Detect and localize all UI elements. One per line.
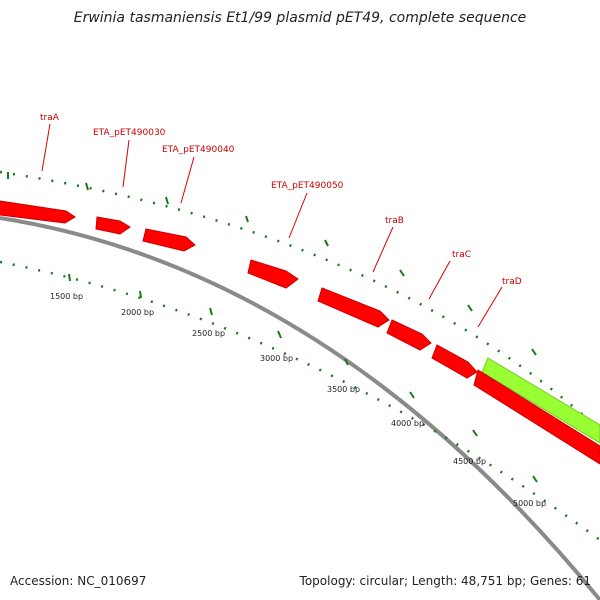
gene-label-eta-pet490050: ETA_pET490050 (271, 181, 344, 191)
gene-arrow-traa[interactable] (0, 200, 76, 224)
outer-scale-ring (0, 170, 600, 431)
gene-leader-lines (41, 123, 503, 328)
inner-major-tick (277, 330, 282, 339)
outer-major-tick (165, 196, 169, 205)
bp-tick-label: 1500 bp (50, 292, 83, 301)
outer-major-tick (531, 348, 537, 356)
accession-text: Accession: NC_010697 (10, 574, 147, 588)
leader-line-trab (372, 226, 394, 273)
map-title: Erwinia tasmaniensis Et1/99 plasmid pET4… (73, 10, 527, 26)
inner-major-tick (68, 273, 71, 282)
gene-arrow-next[interactable] (473, 369, 600, 465)
bp-tick-label: 5000 bp (513, 499, 546, 508)
outer-major-tick (245, 215, 249, 223)
gene-arrow-eta-pet490030[interactable] (95, 216, 131, 235)
gene-arrow-trad[interactable] (431, 344, 478, 379)
inner-major-tick (472, 429, 478, 437)
gene-label-eta-pet490030: ETA_pET490030 (93, 128, 166, 138)
outer-major-tick (467, 304, 473, 312)
leader-line-traa (41, 123, 51, 172)
bp-tick-label: 3000 bp (260, 354, 293, 363)
leader-line-eta-pet490030 (122, 139, 130, 188)
bp-tick-labels: 1500 bp 2000 bp 2500 bp 3000 bp 3500 bp … (50, 292, 546, 508)
gene-label-eta-pet490040: ETA_pET490040 (162, 145, 235, 155)
outer-major-ticks (7, 172, 537, 356)
gene-labels: traA ETA_pET490030 ETA_pET490040 ETA_pET… (40, 113, 522, 287)
leader-line-trac (428, 260, 451, 300)
gene-arrow-eta-pet490050[interactable] (247, 259, 299, 289)
bp-tick-label: 2500 bp (192, 329, 225, 338)
inner-major-tick (139, 290, 142, 299)
leader-line-trad (477, 286, 503, 328)
inner-major-tick (344, 358, 349, 366)
bp-tick-label: 4000 bp (391, 419, 424, 428)
inner-major-tick (209, 307, 213, 316)
bp-tick-label: 2000 bp (121, 308, 154, 317)
gene-label-traa: traA (40, 113, 60, 123)
gene-label-trab: traB (385, 216, 404, 226)
gene-arrow-eta-pet490040[interactable] (142, 228, 196, 252)
inner-major-tick (409, 391, 415, 399)
outer-major-tick (85, 182, 89, 191)
gene-arrow-trac[interactable] (386, 319, 432, 351)
summary-text: Topology: circular; Length: 48,751 bp; G… (299, 574, 591, 588)
inner-major-tick (532, 475, 538, 483)
bp-tick-label: 4500 bp (453, 457, 486, 466)
gene-label-trad: traD (502, 277, 522, 287)
leader-line-eta-pet490050 (288, 192, 308, 239)
bp-tick-label: 3500 bp (327, 385, 360, 394)
inner-major-ticks (68, 273, 538, 483)
plasmid-backbone (0, 216, 600, 600)
leader-line-eta-pet490040 (180, 156, 195, 204)
gene-feature-green[interactable] (481, 357, 600, 444)
gene-arrows (0, 200, 600, 465)
gene-label-trac: traC (452, 250, 471, 260)
outer-major-tick (399, 269, 405, 277)
outer-major-tick (324, 239, 329, 247)
gene-arrow-trab[interactable] (317, 287, 390, 328)
